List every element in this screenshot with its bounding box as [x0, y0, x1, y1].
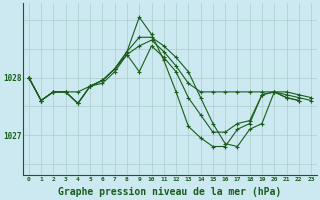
X-axis label: Graphe pression niveau de la mer (hPa): Graphe pression niveau de la mer (hPa) — [58, 187, 282, 197]
